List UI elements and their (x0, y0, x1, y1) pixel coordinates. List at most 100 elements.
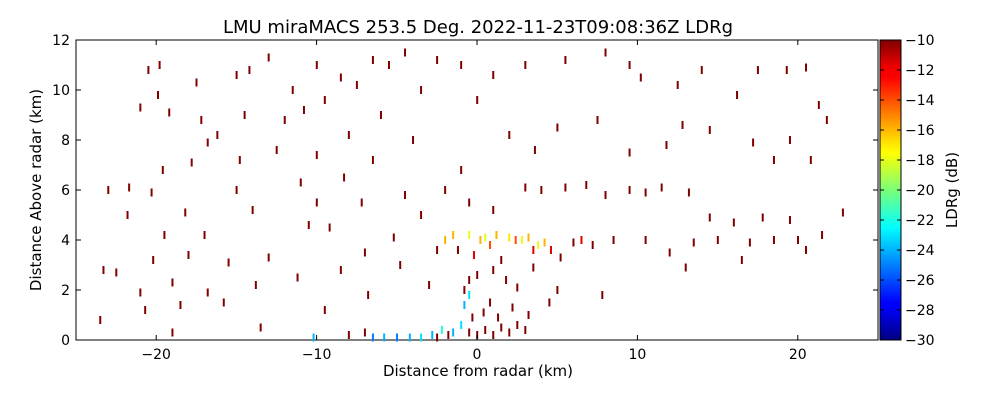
y-tick-label: 4 (61, 233, 70, 249)
data-point (355, 81, 358, 89)
data-point (708, 213, 711, 222)
data-point (363, 248, 366, 257)
data-point (825, 116, 828, 124)
x-tick-label: 20 (789, 347, 807, 363)
data-point (556, 123, 559, 132)
data-point (708, 126, 711, 134)
data-point (700, 66, 703, 74)
data-point (817, 101, 820, 109)
colorbar-tick-label: −24 (905, 243, 935, 259)
data-point (267, 253, 270, 262)
colorbar-tick-label: −12 (905, 63, 935, 79)
data-point (549, 246, 552, 254)
colorbar: −30 −28 −26 −24 −22 −20 −18 −16 −14 −12 −10 LDRg (… (879, 33, 961, 349)
data-point (126, 211, 129, 219)
data-point (809, 156, 812, 164)
data-point (580, 236, 583, 244)
data-point (687, 188, 690, 197)
data-point (254, 281, 257, 289)
y-tick-label: 0 (61, 333, 70, 349)
data-point (752, 138, 755, 147)
data-point (302, 106, 305, 114)
data-point (463, 301, 466, 309)
data-point (283, 116, 286, 124)
data-point (644, 188, 647, 197)
data-point (444, 186, 447, 194)
data-point (371, 56, 374, 64)
y-axis-label: Distance Above radar (km) (27, 89, 45, 291)
data-point (102, 266, 105, 274)
colorbar-tick-label: −18 (905, 153, 935, 169)
data-point (187, 251, 190, 259)
data-point (684, 263, 687, 272)
data-point (500, 323, 503, 332)
data-point (468, 276, 471, 284)
data-point (716, 236, 719, 244)
data-point (841, 208, 844, 217)
data-point (168, 108, 171, 117)
data-point (548, 298, 551, 307)
data-point (460, 166, 463, 174)
data-point (772, 236, 775, 244)
data-point (296, 273, 299, 282)
data-point (447, 331, 450, 339)
data-point (452, 231, 455, 239)
data-point (468, 198, 471, 207)
data-point (150, 188, 153, 197)
data-point (371, 333, 374, 342)
data-point (139, 288, 142, 297)
data-point (371, 156, 374, 164)
data-point (360, 198, 363, 207)
data-point (668, 248, 671, 257)
data-point (235, 186, 238, 194)
data-point (460, 61, 463, 69)
data-point (107, 186, 110, 194)
data-point (387, 61, 390, 69)
data-point (497, 313, 500, 322)
data-point (492, 206, 495, 214)
data-point (639, 73, 642, 82)
data-point (537, 241, 540, 249)
data-point (243, 111, 246, 119)
data-point (420, 333, 423, 342)
data-point (511, 303, 514, 312)
data-point (492, 266, 495, 274)
colorbar-tick-label: −28 (905, 303, 935, 319)
data-point (275, 146, 278, 154)
data-point (444, 236, 447, 244)
data-point (596, 116, 599, 124)
colorbar-ticks: −30 −28 −26 −24 −22 −20 −18 −16 −14 −12 −10 (880, 33, 935, 349)
data-point (505, 276, 508, 284)
data-point (248, 66, 251, 74)
data-point (543, 238, 546, 247)
data-point (644, 236, 647, 244)
data-point (736, 91, 739, 99)
chart-title: LMU miraMACS 253.5 Deg. 2022-11-23T09:08… (223, 17, 733, 38)
data-point (428, 281, 431, 289)
y-axis: 0 2 4 6 8 10 12 (52, 33, 878, 349)
data-point (412, 136, 415, 144)
data-point (436, 56, 439, 64)
data-point (144, 306, 147, 314)
data-point (408, 333, 411, 342)
data-point (171, 278, 174, 287)
data-point (748, 238, 751, 247)
data-point (785, 66, 788, 74)
x-tick-label: 10 (628, 347, 646, 363)
data-point (115, 268, 118, 277)
data-point (436, 333, 439, 342)
data-point (367, 291, 370, 299)
data-point (307, 221, 310, 229)
data-point (524, 61, 527, 69)
data-point (761, 213, 764, 222)
data-point (299, 178, 302, 187)
data-point (396, 333, 398, 342)
data-point (524, 326, 527, 334)
data-point (788, 136, 791, 144)
data-point (383, 333, 386, 342)
data-point (404, 191, 407, 199)
data-point (139, 103, 142, 112)
data-point (259, 323, 262, 332)
data-point (484, 326, 487, 334)
data-point (476, 271, 479, 279)
